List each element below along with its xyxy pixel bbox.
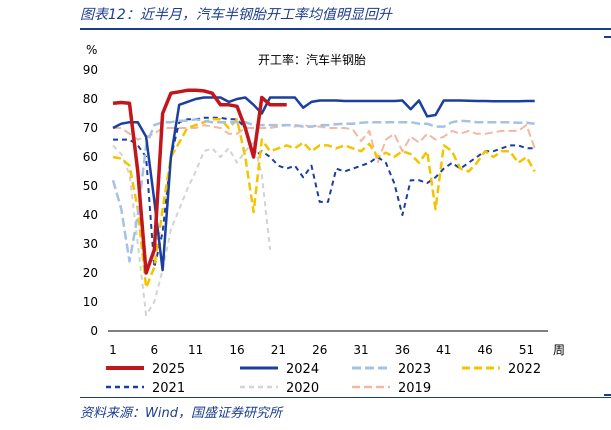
- legend-label-2024: 2024: [286, 362, 319, 377]
- legend-label-2020: 2020: [286, 381, 319, 396]
- y-tick-label: 60: [83, 150, 98, 164]
- series-line-2020: [112, 141, 272, 317]
- x-axis: 1 6 11 16 21 26 31 36 41 46 51: [109, 343, 534, 357]
- x-tick-label: 26: [312, 343, 327, 357]
- y-tick-label: 10: [83, 295, 98, 309]
- side-mark: [604, 36, 611, 38]
- legend-label-2023: 2023: [398, 362, 431, 377]
- x-tick-label: 21: [271, 343, 286, 357]
- x-tick-label: 16: [229, 343, 244, 357]
- y-tick-label: 40: [83, 208, 98, 222]
- title-rule: [80, 28, 611, 30]
- source-rule: [80, 397, 611, 398]
- x-axis-unit: 周: [553, 343, 565, 357]
- series-line-2024: [112, 96, 535, 272]
- y-axis: 0 10 20 30 40 50 60 70 80 90: [83, 63, 98, 338]
- series-layer: [111, 88, 536, 317]
- y-tick-label: 0: [90, 324, 98, 338]
- series-line-2019: [113, 124, 536, 164]
- legend-label-2019: 2019: [398, 381, 431, 396]
- series-line-2021: [113, 116, 535, 269]
- x-tick-label: 6: [151, 343, 159, 357]
- legend-label-2022: 2022: [508, 362, 541, 377]
- y-tick-label: 90: [83, 63, 98, 77]
- x-tick-label: 1: [109, 343, 117, 357]
- side-mark: [604, 394, 611, 396]
- series-line-2022: [112, 118, 536, 289]
- series-line-2025: [112, 88, 287, 275]
- legend-label-2021: 2021: [152, 381, 185, 396]
- x-tick-label: 11: [188, 343, 203, 357]
- y-tick-label: 50: [83, 179, 98, 193]
- legend-label-2025: 2025: [152, 362, 185, 377]
- x-tick-label: 36: [395, 343, 410, 357]
- legend: 2025 2024 2023 2022 2021 2020 2019: [106, 362, 541, 396]
- y-axis-unit: %: [86, 43, 97, 57]
- y-tick-label: 80: [83, 92, 98, 106]
- y-tick-label: 20: [83, 266, 98, 280]
- x-tick-label: 46: [477, 343, 492, 357]
- figure-title: 图表12：近半月，汽车半钢胎开工率均值明显回升: [80, 7, 392, 23]
- series-line-2023: [111, 118, 535, 263]
- x-tick-label: 51: [519, 343, 534, 357]
- x-tick-label: 31: [353, 343, 368, 357]
- x-tick-label: 41: [436, 343, 451, 357]
- source-note: 资料来源：Wind，国盛证券研究所: [80, 406, 282, 421]
- chart-title: 开工率：汽车半钢胎: [258, 52, 366, 67]
- y-tick-label: 70: [83, 121, 98, 135]
- y-tick-label: 30: [83, 237, 98, 251]
